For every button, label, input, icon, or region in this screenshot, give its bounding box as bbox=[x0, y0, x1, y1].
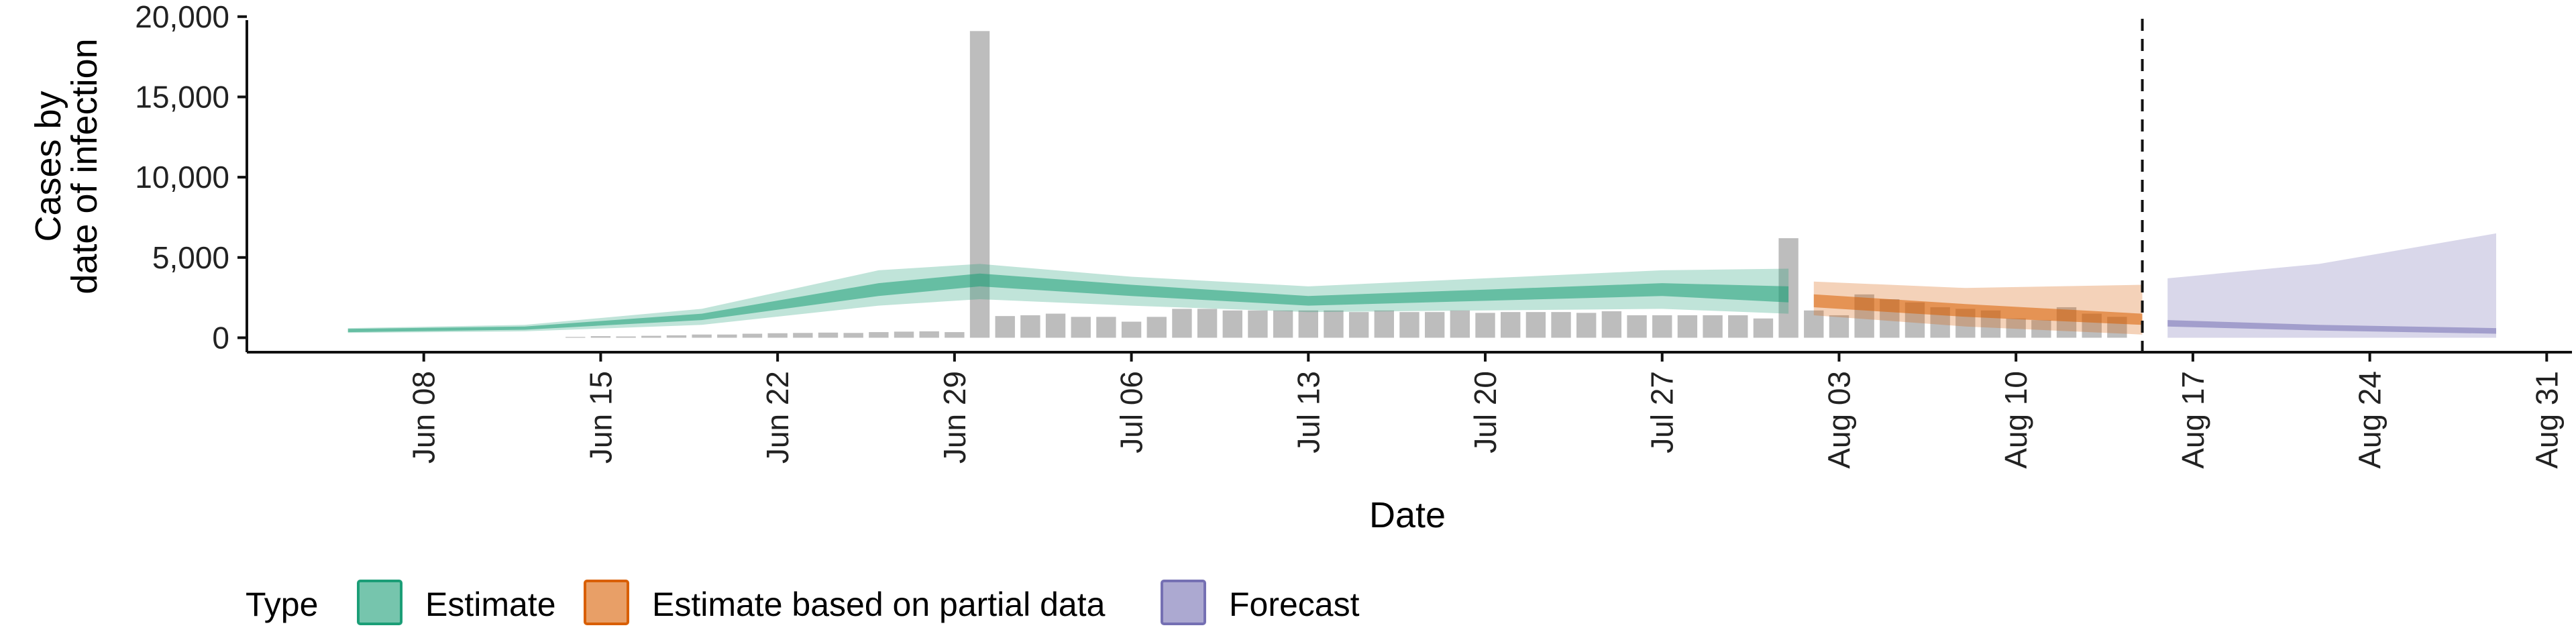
x-tick-label: Jun 29 bbox=[937, 371, 972, 464]
y-axis-title-line-1: Cases by bbox=[28, 91, 68, 241]
reported-case-bar bbox=[869, 332, 889, 338]
reported-case-bar bbox=[894, 331, 914, 338]
reported-case-bar bbox=[1324, 310, 1344, 338]
reported-case-bar bbox=[666, 335, 687, 338]
y-tick-label: 10,000 bbox=[135, 160, 229, 195]
x-ticks: Jun 08 Jun 15 Jun 22 Jun 29 Jul 06 Jul 13 Jul … bbox=[407, 352, 2564, 469]
reported-case-bar bbox=[1601, 311, 1622, 338]
x-tick-label: Jun 08 bbox=[407, 371, 441, 464]
y-tick-label: 20,000 bbox=[135, 0, 229, 34]
reported-case-bar bbox=[1273, 310, 1293, 338]
reported-case-bar bbox=[818, 332, 839, 338]
legend-title: Type bbox=[246, 586, 318, 623]
y-ticks: 0 5,000 10,000 15,000 20,000 bbox=[135, 0, 247, 355]
reported-case-bar bbox=[1424, 312, 1445, 338]
reported-case-bar bbox=[641, 335, 661, 338]
reported-case-bar bbox=[1121, 321, 1142, 338]
band-50-series-3 bbox=[2167, 320, 2496, 334]
x-axis-title: Date bbox=[1369, 495, 1446, 535]
reported-case-bar bbox=[1399, 312, 1419, 338]
reported-case-bar bbox=[1146, 317, 1167, 338]
reported-case-bar bbox=[2006, 318, 2026, 338]
x-tick-label: Jul 06 bbox=[1114, 371, 1149, 453]
band-90-series-3 bbox=[2167, 233, 2496, 338]
x-tick-label: Jun 22 bbox=[760, 371, 795, 464]
legend-key-partial bbox=[584, 580, 629, 625]
reported-case-bar bbox=[1096, 317, 1116, 338]
reported-case-bar bbox=[1348, 312, 1369, 338]
band-50-series-1 bbox=[347, 273, 1789, 333]
reported-case-bar bbox=[616, 336, 636, 338]
y-tick-label: 15,000 bbox=[135, 79, 229, 114]
reported-case-bar bbox=[1703, 315, 1723, 338]
reported-case-bar bbox=[717, 334, 737, 338]
x-tick-label: Aug 24 bbox=[2353, 371, 2387, 469]
reported-case-bar bbox=[1222, 310, 1242, 338]
reported-case-bar bbox=[767, 333, 788, 338]
legend-key-estimate bbox=[357, 580, 402, 625]
reported-case-bar bbox=[742, 333, 763, 338]
band-50-series-2 bbox=[1813, 294, 2143, 325]
legend-label-partial: Estimate based on partial data bbox=[652, 586, 1106, 623]
reported-case-bar bbox=[692, 334, 712, 338]
reported-case-bar bbox=[2031, 320, 2051, 338]
y-axis-title-line-2: date of infection bbox=[64, 38, 105, 294]
reported-case-bar bbox=[1753, 318, 1774, 338]
y-tick-label: 5,000 bbox=[152, 240, 229, 275]
reported-case-bar bbox=[1728, 315, 1748, 338]
x-tick-label: Jun 15 bbox=[583, 371, 618, 464]
reported-case-bar bbox=[1020, 315, 1040, 338]
reported-case-bar bbox=[1576, 313, 1597, 338]
reported-case-bar bbox=[1298, 310, 1318, 338]
x-tick-label: Aug 10 bbox=[1998, 371, 2033, 469]
reported-case-bar bbox=[995, 316, 1015, 338]
reported-case-bar bbox=[1045, 313, 1066, 338]
reported-case-bar bbox=[590, 336, 611, 338]
legend-label-forecast: Forecast bbox=[1229, 586, 1360, 623]
reported-case-bar bbox=[919, 331, 939, 338]
legend: Type Estimate Estimate based on partial … bbox=[246, 580, 1360, 625]
reported-case-bar bbox=[1450, 310, 1470, 338]
reported-case-bar bbox=[1071, 317, 1091, 338]
reported-case-bar bbox=[1627, 315, 1647, 338]
reported-case-bar bbox=[1804, 310, 1824, 338]
reported-case-bar bbox=[1475, 313, 1495, 338]
x-tick-label: Jul 20 bbox=[1468, 371, 1503, 453]
x-tick-label: Jul 27 bbox=[1645, 371, 1680, 453]
x-tick-label: Jul 13 bbox=[1291, 371, 1326, 453]
axes bbox=[246, 20, 2572, 354]
reported-case-bar bbox=[843, 333, 863, 338]
reported-case-bar bbox=[1374, 310, 1395, 338]
estimate-bands bbox=[347, 233, 2496, 338]
reported-case-bar bbox=[1501, 312, 1521, 338]
reported-case-bar bbox=[1829, 315, 1849, 338]
reported-case-bar bbox=[1248, 310, 1268, 338]
reported-case-bar bbox=[1525, 312, 1546, 338]
reported-case-bar bbox=[1677, 315, 1698, 338]
reported-case-bar bbox=[1172, 309, 1192, 338]
legend-key-forecast bbox=[1161, 580, 1206, 625]
reported-case-bar bbox=[1551, 312, 1571, 338]
reported-case-bar bbox=[1652, 315, 1672, 338]
y-tick-label: 0 bbox=[212, 320, 229, 355]
x-tick-label: Aug 03 bbox=[1821, 371, 1856, 469]
x-tick-label: Aug 17 bbox=[2176, 371, 2210, 469]
x-tick-label: Aug 31 bbox=[2529, 371, 2564, 469]
reported-case-bar bbox=[1197, 309, 1218, 338]
reported-case-bar bbox=[945, 332, 965, 338]
legend-label-estimate: Estimate bbox=[425, 586, 556, 623]
reported-case-bar bbox=[793, 333, 813, 338]
